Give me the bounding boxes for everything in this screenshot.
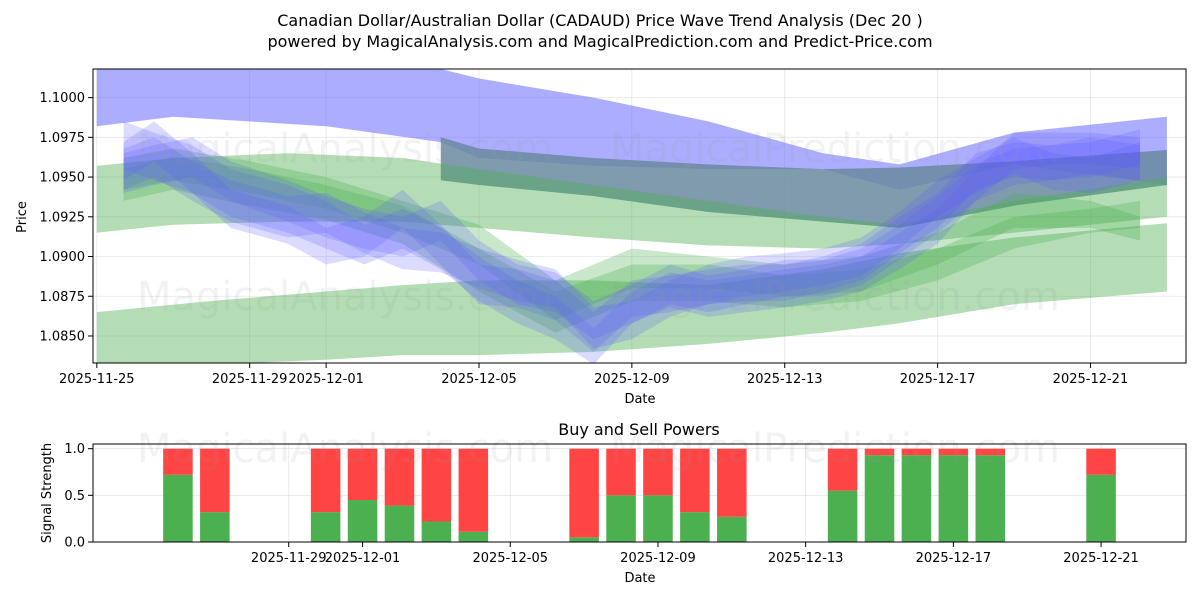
sell-bar — [458, 448, 489, 532]
band-blue-wave-d — [123, 137, 1141, 349]
buy-bar — [717, 516, 747, 542]
band-green-lower-trend — [96, 223, 1167, 363]
power-x-tick-label: 2025-11-29 — [251, 551, 327, 566]
watermark-1: MagicalAnalysis.com — [137, 126, 553, 172]
sell-bar — [717, 448, 747, 517]
price-y-tick-label: 1.0900 — [40, 250, 86, 265]
price-y-ticks: 1.0850 1.0875 1.0900 1.0925 1.0950 1.0975 1.10… — [40, 91, 93, 344]
power-y-label: Signal Strength — [40, 443, 55, 543]
price-bands — [96, 69, 1167, 363]
sell-bar — [643, 448, 673, 496]
price-panel: MagicalAnalysis.com MagicalPrediction.co… — [15, 68, 1187, 407]
price-y-tick-label: 1.1000 — [40, 91, 86, 106]
price-x-tick-label: 2025-11-25 — [59, 372, 135, 387]
power-x-tick-label: 2025-12-09 — [620, 551, 696, 566]
band-green-wave-b — [123, 148, 1141, 321]
power-x-tick-label: 2025-12-17 — [916, 551, 992, 566]
buy-bar — [901, 455, 932, 542]
sell-bar — [163, 448, 193, 475]
band-green-wave-a — [123, 156, 1141, 333]
price-x-label: Date — [624, 392, 655, 407]
power-y-tick-label: 1.0 — [64, 442, 85, 457]
band-green-upper-trend — [96, 153, 1167, 249]
sell-bar — [975, 448, 1006, 456]
sell-bar — [421, 448, 452, 522]
power-x-tick-label: 2025-12-01 — [325, 551, 401, 566]
power-x-tick-label: 2025-12-21 — [1063, 551, 1139, 566]
sell-bar — [569, 448, 599, 538]
price-x-tick-label: 2025-12-09 — [594, 372, 670, 387]
buy-bar — [864, 455, 895, 542]
price-axes-frame — [92, 68, 1187, 364]
price-y-tick-label: 1.0975 — [40, 131, 86, 146]
power-y-ticks: 0.0 0.5 1.0 — [64, 442, 93, 551]
sell-bar — [384, 448, 415, 506]
buy-bar — [347, 500, 378, 542]
power-x-tick-label: 2025-12-13 — [768, 551, 844, 566]
power-y-tick-label: 0.5 — [64, 489, 85, 504]
buy-bar — [458, 531, 489, 542]
sell-bar — [200, 448, 230, 513]
power-panel: Buy and Sell Powers MagicalAnalysis.com … — [40, 420, 1187, 586]
price-x-tick-label: 2025-11-29 — [212, 372, 288, 387]
band-steel-mid-trend — [440, 137, 1167, 228]
power-axes-frame — [92, 443, 1187, 543]
buy-bar — [975, 455, 1006, 542]
watermark-4: MagicalPrediction.com — [610, 274, 1060, 320]
price-y-tick-label: 1.0875 — [40, 290, 86, 305]
buy-bar — [200, 512, 230, 542]
buy-bar — [938, 455, 969, 542]
price-x-tick-label: 2025-12-13 — [747, 372, 823, 387]
price-y-tick-label: 1.0925 — [40, 210, 86, 225]
power-x-label: Date — [624, 571, 655, 586]
power-x-tick-label: 2025-12-05 — [472, 551, 548, 566]
sell-bar — [606, 448, 636, 496]
band-blue-wave-c — [123, 129, 1141, 340]
buy-bar — [384, 505, 415, 542]
power-y-tick-label: 0.0 — [64, 536, 85, 551]
band-blue-wave-a — [123, 121, 1141, 363]
sell-bar — [680, 448, 710, 513]
sell-bar — [310, 448, 341, 513]
watermark-3: MagicalAnalysis.com — [137, 274, 553, 320]
price-x-tick-label: 2025-12-17 — [900, 372, 976, 387]
power-title: Buy and Sell Powers — [558, 420, 720, 439]
buy-bar — [606, 495, 636, 542]
band-blue-upper-trend — [96, 69, 1167, 190]
watermark-6: MagicalPrediction.com — [610, 426, 1060, 472]
price-x-ticks: 2025-11-25 2025-11-29 2025-12-01 2025-12-05… — [59, 363, 1128, 387]
sell-bar — [347, 448, 378, 500]
buy-bar — [163, 474, 193, 542]
power-bars — [163, 448, 1116, 542]
buy-bar — [310, 512, 341, 542]
price-y-label: Price — [15, 201, 30, 233]
watermark-2: MagicalPrediction.com — [610, 126, 1060, 172]
sell-bar — [827, 448, 858, 491]
buy-bar — [680, 512, 710, 542]
price-x-tick-label: 2025-12-05 — [441, 372, 517, 387]
price-y-tick-label: 1.0850 — [40, 329, 86, 344]
buy-bar — [1086, 474, 1116, 542]
buy-bar — [569, 537, 599, 542]
price-x-tick-label: 2025-12-01 — [288, 372, 364, 387]
price-x-tick-label: 2025-12-21 — [1053, 372, 1129, 387]
chart-title-line2: powered by MagicalAnalysis.com and Magic… — [267, 32, 932, 51]
sell-bar — [901, 448, 932, 456]
sell-bar — [1086, 448, 1116, 475]
buy-bar — [643, 495, 673, 542]
chart-title-line1: Canadian Dollar/Australian Dollar (CADAU… — [277, 11, 922, 30]
buy-bar — [827, 490, 858, 542]
sell-bar — [864, 448, 895, 456]
sell-bar — [938, 448, 969, 456]
price-y-tick-label: 1.0950 — [40, 171, 86, 186]
watermark-5: MagicalAnalysis.com — [137, 426, 553, 472]
band-blue-wave-b — [123, 121, 1141, 352]
buy-bar — [421, 521, 452, 542]
